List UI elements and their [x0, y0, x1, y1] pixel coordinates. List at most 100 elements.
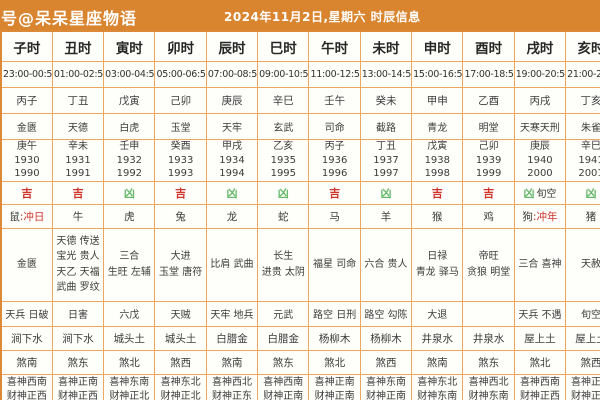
luck-cell: 凶: [103, 180, 156, 205]
jishen-cell: 帝旺 贪狼 明堂: [462, 227, 515, 302]
luck-cell: 吉: [308, 180, 361, 205]
xiongshen-cell: 日害: [51, 300, 105, 327]
clash-cell: 丙子 1936 1996: [308, 139, 361, 182]
ganzhi-cell: 壬午: [308, 87, 361, 114]
clash-cell: 己卯 1939 1999: [462, 139, 515, 182]
sha-cell: 煞北: [103, 349, 156, 375]
clash-cell: 辛巳 1941 2001: [565, 139, 600, 182]
xiongshen-cell: 天贼: [154, 300, 207, 327]
xicai-cell: 喜神东南 财神正南: [359, 373, 413, 400]
nayin-cell: 涧下水: [51, 325, 105, 351]
star-cell: 天寒天刑: [513, 113, 567, 140]
caishen-direction: 财神正北: [109, 391, 150, 400]
hour-cell: 子时: [0, 30, 53, 62]
sha-cell: 煞东: [462, 349, 515, 375]
xiongshen-cell: 路空 勾陈: [359, 300, 413, 327]
clash-cell: 庚午 1930 1990: [0, 139, 53, 182]
zodiac-name: 马: [329, 210, 340, 223]
luck-flag: 吉: [329, 186, 341, 200]
xiongshen-cell: 六戊: [103, 300, 156, 327]
zodiac-cell: 兔: [154, 203, 207, 229]
zodiac-cell: 猪: [565, 203, 600, 229]
clash-years: 1932 1992: [116, 154, 143, 180]
ganzhi-cell: 丁丑: [51, 87, 105, 114]
table-row-xicai: 喜神西南 财神正西 喜神正南 财神正西 喜神东南 财神正北 喜神东北 财神正北 喜神西北 财神正东…: [0, 373, 600, 400]
luck-cell: 吉: [51, 180, 105, 205]
nayin-cell: 涧下水: [0, 325, 53, 351]
hour-cell: 丑时: [51, 30, 105, 62]
luck-cell: 吉: [411, 180, 464, 205]
clash-years: 1934 1994: [219, 154, 245, 180]
xicai-cell: 喜神东北 财神东南: [411, 373, 464, 400]
zodiac-cell: 虎: [103, 203, 156, 229]
zodiac-clash-mark: :冲日: [19, 210, 45, 223]
star-cell: 截路: [359, 113, 413, 140]
luck-flag: 凶: [523, 186, 535, 200]
luck-flag: 凶: [277, 186, 289, 200]
luck-cell: 凶: [359, 180, 413, 205]
clash-ganzhi: 己卯: [478, 141, 499, 152]
clash-years: 1930 1990: [14, 154, 40, 180]
sha-cell: 煞南: [205, 349, 259, 375]
nayin-cell: 井泉水: [411, 325, 464, 351]
clash-ganzhi: 壬申: [119, 141, 140, 152]
clash-cell: 辛未 1931 1991: [51, 139, 105, 182]
time-cell: 13:00-14:59: [359, 61, 413, 88]
page-title: 2024年11月2日,星期六 时辰信息: [224, 10, 421, 24]
xiongshen-cell: 天兵 不遇: [513, 300, 567, 327]
luck-flag: 凶: [380, 186, 392, 200]
star-cell: 明堂: [462, 113, 515, 140]
luck-cell: 吉: [462, 180, 515, 205]
caishen-direction: 财神正南: [365, 391, 406, 400]
caishen-direction: 财神正西: [519, 391, 560, 400]
table-row-hour: 子时丑时寅时卯时辰时巳时午时未时申时酉时戌时亥时: [0, 30, 600, 62]
luck-flag: 吉: [483, 186, 495, 200]
luck-extra: 旬空: [536, 188, 557, 200]
jishen-cell: 三合 生旺 左辅: [103, 227, 156, 302]
sha-cell: 煞东: [51, 349, 105, 375]
luck-flag: 吉: [21, 186, 33, 200]
star-cell: 白虎: [103, 113, 156, 140]
hour-cell: 未时: [359, 30, 413, 62]
ganzhi-cell: 庚辰: [205, 87, 259, 114]
clash-cell: 癸酉 1933 1993: [154, 139, 207, 182]
jishen-cell: 六合 贵人: [359, 227, 413, 302]
zodiac-cell: 狗:冲年: [513, 203, 567, 229]
clash-years: 1941 2001: [578, 154, 600, 180]
table-row-ganzhi: 丙子 丁丑 戊寅 己卯 庚辰 辛巳 壬午 癸未 甲申 乙酉 丙戌 丁亥: [0, 87, 600, 114]
caishen-direction: 财神正东: [211, 391, 252, 400]
hours-table: 子时丑时寅时卯时辰时巳时午时未时申时酉时戌时亥时23:00-00:5901:00…: [0, 30, 600, 400]
clash-cell: 甲戌 1934 1994: [205, 139, 259, 182]
clash-ganzhi: 辛未: [67, 141, 88, 152]
luck-cell: 吉: [0, 180, 53, 205]
jishen-cell: 日禄 青龙 驿马: [411, 227, 464, 302]
clash-years: 1935 1995: [270, 154, 297, 180]
luck-flag: 凶: [123, 186, 135, 200]
luck-cell: 凶: [565, 180, 600, 205]
luck-flag: 凶: [585, 186, 597, 200]
time-cell: 05:00-06:59: [154, 61, 207, 88]
zodiac-name: 虎: [124, 210, 135, 223]
clash-cell: 丁丑 1937 1997: [359, 139, 413, 182]
zodiac-name: 狗: [522, 210, 533, 223]
xiongshen-cell: 大退: [411, 300, 464, 327]
xishen-direction: 喜神正南: [314, 377, 355, 388]
table-row-jishen: 金匮 天德 传送 宝光 贵人 天乙 天福 武曲 罗纹 三合 生旺 左辅 大进 玉堂 唐…: [0, 227, 600, 302]
nayin-cell: 屋上土: [565, 325, 600, 351]
zodiac-name: 鸡: [483, 210, 494, 223]
xishen-direction: 喜神西南: [519, 377, 560, 388]
xishen-direction: 喜神东北: [160, 377, 201, 388]
clash-years: 1931 1991: [65, 154, 91, 180]
hour-cell: 辰时: [205, 30, 259, 62]
sha-cell: 煞南: [0, 349, 53, 375]
clash-years: 1933 1993: [167, 154, 194, 180]
clash-cell: 庚辰 1940 2000: [513, 139, 567, 182]
xishen-direction: 喜神西北: [211, 377, 252, 388]
clash-ganzhi: 庚午: [16, 141, 37, 152]
xiongshen-cell: 天兵 日破: [0, 300, 53, 327]
table-row-zodiac: 鼠:冲日 牛 虎 兔 龙 蛇 马 羊 猴 鸡 狗:冲年 猪: [0, 203, 600, 229]
ganzhi-cell: 乙酉: [462, 87, 515, 114]
table-row-xiongshen: 天兵 日破 日害 六戊 天贼 天牢 地兵 元武 路空 日刑 路空 勾陈 大退 天兵 不遇 旬空: [0, 300, 600, 327]
ganzhi-cell: 甲申: [411, 87, 464, 114]
